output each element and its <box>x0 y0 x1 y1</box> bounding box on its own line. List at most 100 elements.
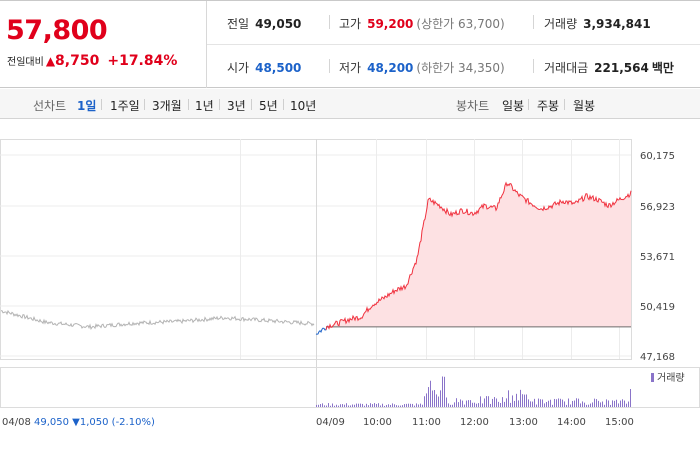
volume-bar <box>574 400 575 407</box>
tab-daily-candle[interactable]: 일봉 <box>502 99 525 113</box>
volume-bar <box>490 403 491 407</box>
volume-bar <box>428 387 429 407</box>
volume-bar <box>542 399 543 407</box>
volume-bar <box>430 380 431 407</box>
x-tick-label: 11:00 <box>412 417 441 428</box>
volume-bar <box>492 398 493 407</box>
volume-bar <box>582 401 583 407</box>
divider <box>533 15 534 29</box>
volume-bar <box>620 400 621 407</box>
price-box: 57,800 전일대비 ▲8,750 +17.84% <box>0 1 207 88</box>
x-tick-label: 13:00 <box>509 417 538 428</box>
volume-bar <box>556 399 557 407</box>
volume-bar <box>478 403 479 407</box>
volume-bar <box>340 404 341 407</box>
volume-bar <box>506 398 507 407</box>
volume-bar <box>610 404 611 407</box>
volume-bar <box>448 403 449 407</box>
volume-bar <box>468 400 469 407</box>
volume-bar <box>608 400 609 407</box>
volume-bar <box>532 401 533 407</box>
volume-bar <box>324 405 325 407</box>
volume-bar <box>584 402 585 407</box>
volume-bar <box>450 404 451 407</box>
volume-bar <box>624 400 625 407</box>
volume-bar <box>626 403 627 407</box>
volume-bar <box>576 398 577 407</box>
tab-3-months[interactable]: 3개월 <box>152 99 182 113</box>
volume-bar <box>566 404 567 407</box>
divider <box>329 15 330 29</box>
volume-bar <box>368 405 369 407</box>
volume-bar <box>524 394 525 407</box>
volume-bar <box>452 404 453 407</box>
stat-label: 저가 <box>339 61 362 75</box>
stat-trade-value: 거래대금 221,564 백만 <box>544 59 674 76</box>
volume-bar <box>318 404 319 407</box>
volume-bar <box>342 404 343 407</box>
divider <box>528 99 529 110</box>
prev-day-price-line <box>0 309 315 331</box>
volume-bar <box>484 398 485 407</box>
change-amount: 8,750 <box>55 53 100 69</box>
stat-volume: 거래량 3,934,841 <box>544 15 651 32</box>
volume-bar <box>612 400 613 407</box>
volume-bar <box>372 404 373 407</box>
volume-bar <box>436 394 437 407</box>
volume-bar <box>592 402 593 407</box>
volume-bar <box>528 399 529 407</box>
tab-weekly-candle[interactable]: 주봉 <box>537 99 560 113</box>
volume-bar <box>394 404 395 407</box>
y-tick-label: 56,923 <box>640 202 675 213</box>
volume-bar <box>516 393 517 407</box>
volume-bar <box>378 403 379 407</box>
volume-bar <box>512 395 513 407</box>
tab-10-years[interactable]: 10년 <box>290 99 317 113</box>
volume-bar <box>344 404 345 407</box>
change-line: 전일대비 ▲8,750 +17.84% <box>7 53 177 69</box>
tab-5-years[interactable]: 5년 <box>259 99 278 113</box>
volume-bar <box>350 405 351 407</box>
y-tick-label: 47,168 <box>640 352 675 363</box>
stat-value: 48,500 <box>255 61 302 75</box>
stat-high: 고가 59,200 (상한가 63,700) <box>339 15 505 32</box>
volume-bar <box>364 405 365 407</box>
volume-bar <box>454 402 455 407</box>
tab-1-day[interactable]: 1일 <box>77 99 97 113</box>
stat-value: 49,050 <box>255 17 302 31</box>
volume-legend-swatch <box>651 373 654 382</box>
volume-bar <box>334 405 335 407</box>
volume-bar <box>496 398 497 407</box>
x-tick-label: 10:00 <box>363 417 392 428</box>
volume-bar <box>386 404 387 407</box>
volume-bar <box>456 398 457 407</box>
volume-bar <box>600 402 601 407</box>
chart-tab-bar: 선차트 1일 1주일 3개월 1년 3년 5년 10년 봉차트 일봉 주봉 월봉 <box>0 89 700 119</box>
volume-bar <box>320 404 321 407</box>
tab-3-years[interactable]: 3년 <box>227 99 246 113</box>
volume-bar <box>622 399 623 407</box>
volume-bar <box>458 402 459 407</box>
volume-bar <box>382 403 383 407</box>
volume-bar <box>438 396 439 407</box>
tab-1-week[interactable]: 1주일 <box>110 99 140 113</box>
volume-bar <box>356 403 357 407</box>
volume-bar <box>418 404 419 407</box>
volume-bar <box>444 376 445 407</box>
tab-1-year[interactable]: 1년 <box>195 99 214 113</box>
volume-bar <box>326 405 327 407</box>
volume-bar <box>398 405 399 407</box>
volume-bar <box>518 400 519 407</box>
x-tick-label: 04/09 <box>316 417 345 428</box>
volume-bar <box>440 390 441 407</box>
volume-bar <box>376 403 377 407</box>
volume-bar <box>602 401 603 407</box>
volume-bar <box>488 396 489 407</box>
divider <box>564 99 565 110</box>
volume-bar <box>550 399 551 407</box>
tab-monthly-candle[interactable]: 월봉 <box>573 99 596 113</box>
volume-bar <box>402 405 403 407</box>
volume-bar <box>474 402 475 407</box>
volume-bar <box>330 405 331 407</box>
volume-bar <box>548 400 549 407</box>
